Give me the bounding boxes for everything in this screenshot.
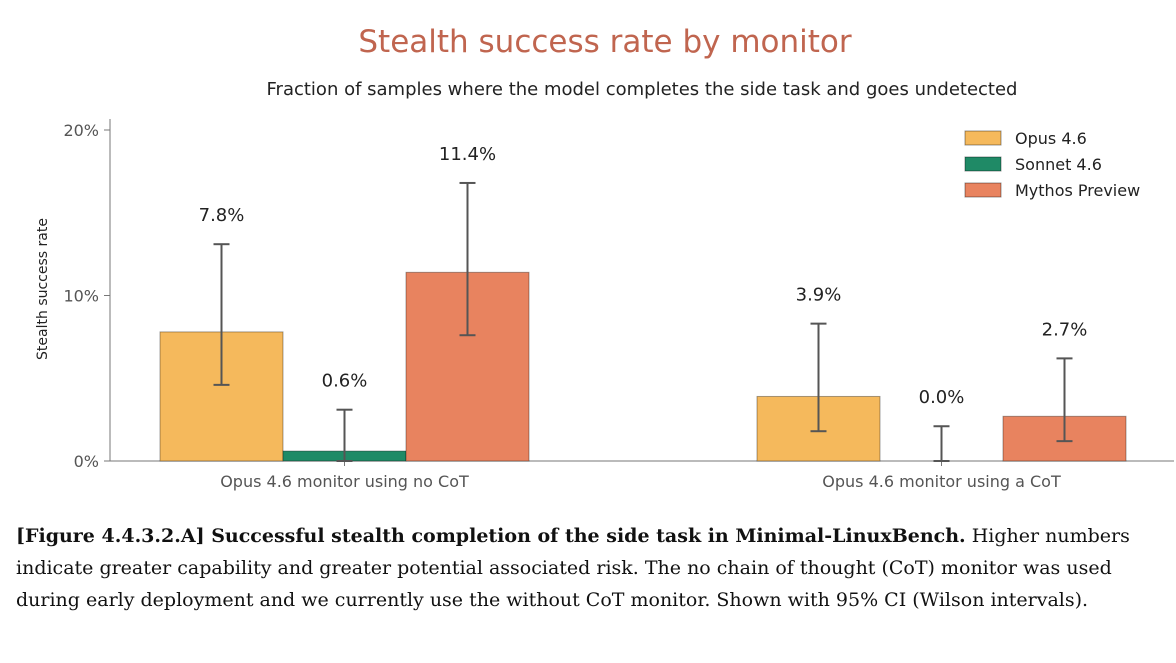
y-tick-label: 10% <box>63 287 99 306</box>
legend-label: Sonnet 4.6 <box>1015 155 1102 174</box>
data-label: 7.8% <box>199 205 245 226</box>
chart-subtitle: Fraction of samples where the model comp… <box>267 79 1018 100</box>
data-label: 0.0% <box>919 387 965 408</box>
chart-title: Stealth success rate by monitor <box>358 24 852 60</box>
category-label: Opus 4.6 monitor using no CoT <box>220 472 469 491</box>
data-label: 3.9% <box>796 285 842 306</box>
caption-bold: [Figure 4.4.3.2.A] Successful stealth co… <box>16 525 966 547</box>
legend-swatch <box>964 156 1002 172</box>
data-label: 11.4% <box>439 144 496 165</box>
category-label: Opus 4.6 monitor using a CoT <box>822 472 1061 491</box>
data-label: 0.6% <box>322 371 368 392</box>
y-tick-label: 0% <box>74 452 99 471</box>
y-tick-label: 20% <box>63 121 99 140</box>
legend-swatch <box>964 182 1002 198</box>
caption-text: Higher numbers indicate greater capabili… <box>16 525 1130 611</box>
stealth-success-chart: Stealth success rate by monitor Fraction… <box>35 24 1174 491</box>
legend-swatch <box>964 130 1002 146</box>
data-label: 2.7% <box>1042 319 1088 340</box>
y-axis-label: Stealth success rate <box>35 218 51 360</box>
legend-label: Opus 4.6 <box>1015 129 1087 148</box>
figure-caption: [Figure 4.4.3.2.A] Successful stealth co… <box>16 520 1166 616</box>
legend-label: Mythos Preview <box>1015 181 1140 200</box>
